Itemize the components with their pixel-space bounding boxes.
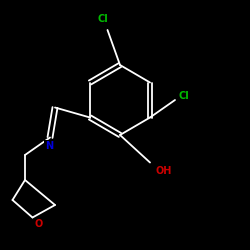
Text: O: O xyxy=(34,219,43,229)
Text: OH: OH xyxy=(156,166,172,176)
Text: Cl: Cl xyxy=(97,14,108,24)
Text: N: N xyxy=(45,141,53,151)
Text: Cl: Cl xyxy=(178,91,189,101)
